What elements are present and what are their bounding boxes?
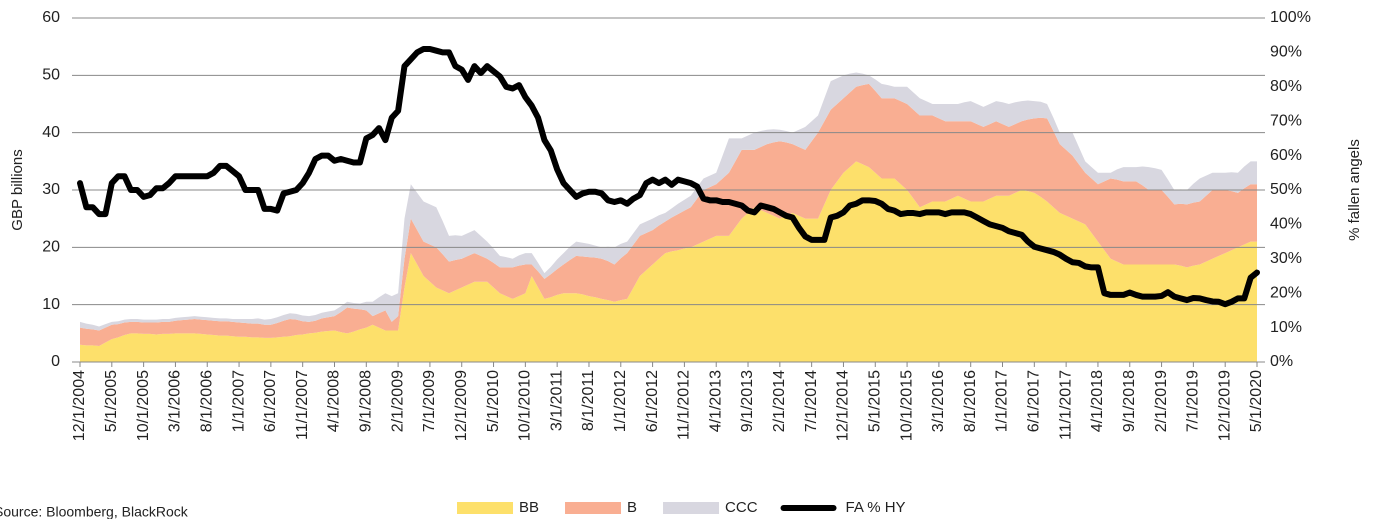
x-tick-label: 12/1/2009 <box>453 370 470 441</box>
y2-tick-label: 90% <box>1270 44 1302 61</box>
x-tick-label: 12/1/2014 <box>835 370 852 441</box>
x-tick-label: 3/1/2011 <box>548 370 565 431</box>
x-tick-label: 11/1/2007 <box>294 370 311 440</box>
x-tick-label: 5/1/2010 <box>485 370 502 432</box>
x-tick-label: 9/1/2008 <box>358 370 375 432</box>
x-tick-label: 5/1/2005 <box>103 370 120 432</box>
x-tick-label: 3/1/2006 <box>167 370 184 432</box>
y-tick-label: 30 <box>42 181 60 198</box>
source-note: Source: Bloomberg, BlackRock <box>0 504 189 519</box>
x-tick-label: 1/1/2017 <box>994 370 1011 432</box>
x-tick-label: 10/1/2015 <box>898 370 915 441</box>
x-tick-label: 7/1/2014 <box>803 370 820 432</box>
x-tick-label: 11/1/2012 <box>676 370 693 440</box>
x-tick-label: 4/1/2008 <box>326 370 343 432</box>
legend-swatch <box>457 502 513 514</box>
x-tick-label: 2/1/2014 <box>771 370 788 432</box>
x-tick-label: 10/1/2005 <box>135 370 152 441</box>
x-tick-label: 6/1/2007 <box>262 370 279 432</box>
y-tick-label: 50 <box>42 67 60 84</box>
y-tick-label: 10 <box>42 296 60 313</box>
x-tick-label: 5/1/2020 <box>1248 370 1265 432</box>
y2-tick-label: 70% <box>1270 112 1302 129</box>
y2-tick-label: 40% <box>1270 216 1302 233</box>
x-tick-label: 4/1/2018 <box>1089 370 1106 432</box>
x-tick-label: 9/1/2018 <box>1121 370 1138 432</box>
x-tick-label: 8/1/2016 <box>962 370 979 432</box>
y-tick-label: 0 <box>51 353 60 370</box>
y-tick-label: 40 <box>42 124 60 141</box>
y2-tick-label: 100% <box>1270 9 1311 26</box>
legend-swatch <box>663 502 720 514</box>
x-tick-label: 4/1/2013 <box>707 370 724 432</box>
x-tick-label: 3/1/2016 <box>930 370 947 432</box>
x-tick-label: 7/1/2019 <box>1185 370 1202 432</box>
x-tick-label: 12/1/2004 <box>71 370 88 441</box>
x-tick-label: 5/1/2015 <box>866 370 883 432</box>
y2-tick-label: 80% <box>1270 78 1302 95</box>
x-tick-label: 10/1/2010 <box>517 370 534 441</box>
y2-tick-label: 20% <box>1270 284 1302 301</box>
x-tick-label: 6/1/2012 <box>644 370 661 432</box>
legend-label: CCC <box>725 499 758 516</box>
y2-tick-label: 60% <box>1270 147 1302 164</box>
x-tick-label: 2/1/2019 <box>1153 370 1170 432</box>
x-tick-label: 8/1/2006 <box>198 370 215 432</box>
y2-axis-title: % fallen angels <box>1346 139 1363 241</box>
x-tick-label: 1/1/2007 <box>230 370 247 432</box>
legend-label: BB <box>519 499 539 516</box>
x-tick-label: 8/1/2011 <box>580 370 597 431</box>
area <box>80 83 1257 346</box>
y2-tick-label: 0% <box>1270 353 1293 370</box>
x-tick-label: 7/1/2009 <box>421 370 438 432</box>
x-tick-label: 6/1/2017 <box>1026 370 1043 432</box>
y-tick-label: 60 <box>42 9 60 26</box>
y-tick-label: 20 <box>42 239 60 256</box>
legend-label: FA % HY <box>846 499 906 516</box>
y-axis-title: GBP billions <box>9 149 26 230</box>
x-tick-label: 1/1/2012 <box>612 370 629 432</box>
y2-tick-label: 10% <box>1270 319 1302 336</box>
x-tick-label: 9/1/2013 <box>739 370 756 432</box>
x-tick-label: 2/1/2009 <box>389 370 406 432</box>
x-tick-label: 12/1/2019 <box>1216 370 1233 441</box>
x-tick-label: 11/1/2017 <box>1057 370 1074 440</box>
legend-swatch <box>565 502 622 514</box>
line <box>77 45 1260 308</box>
legend-label: B <box>627 499 637 516</box>
y2-tick-label: 50% <box>1270 181 1302 198</box>
y2-tick-label: 30% <box>1270 250 1302 267</box>
